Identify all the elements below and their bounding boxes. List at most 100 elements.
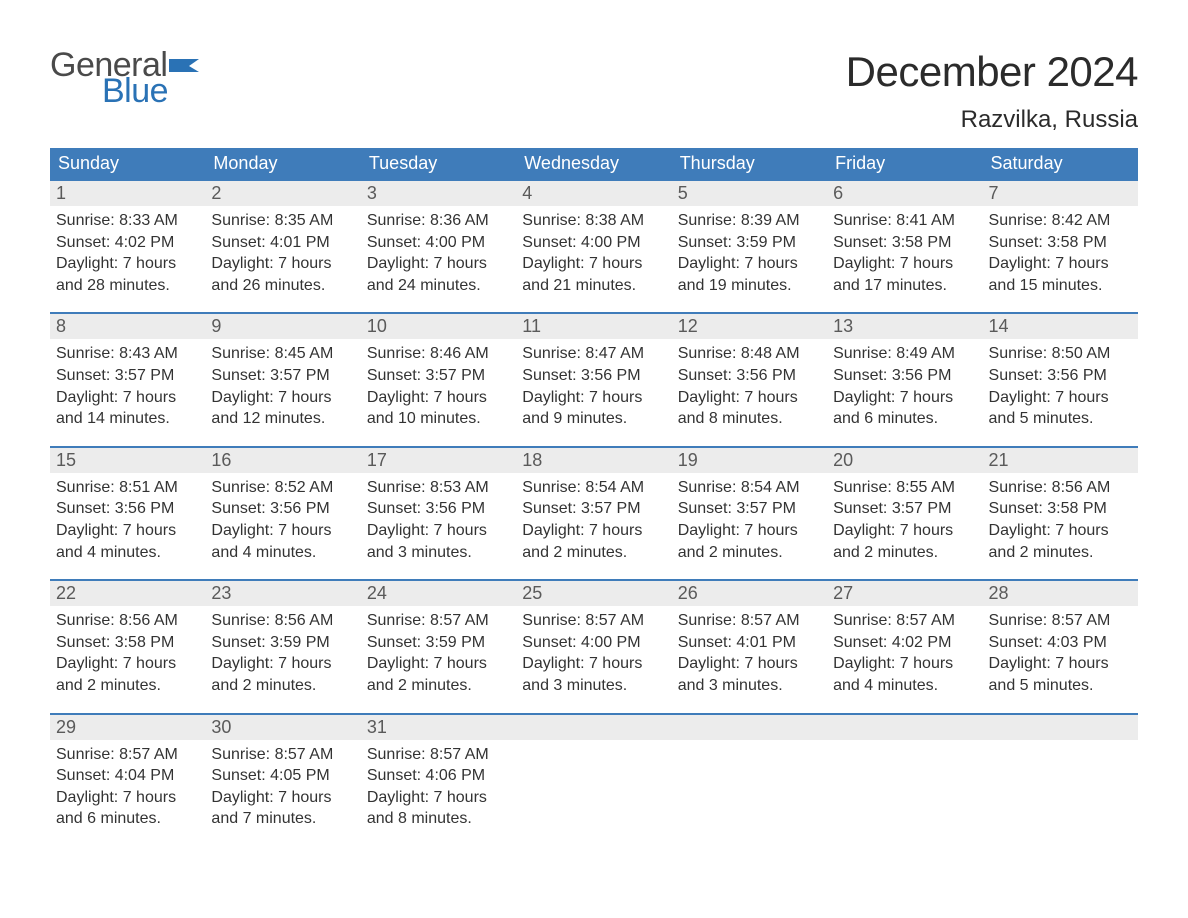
day-dl1: Daylight: 7 hours: [211, 253, 354, 275]
calendar-week: 15Sunrise: 8:51 AMSunset: 3:56 PMDayligh…: [50, 446, 1138, 579]
day-number: 24: [361, 581, 516, 606]
dow-friday: Friday: [827, 148, 982, 179]
calendar-day: 30Sunrise: 8:57 AMSunset: 4:05 PMDayligh…: [205, 715, 360, 834]
day-number: 12: [672, 314, 827, 339]
day-sunset: Sunset: 3:56 PM: [833, 365, 976, 387]
day-dl2: and 28 minutes.: [56, 275, 199, 297]
day-sunset: Sunset: 3:59 PM: [367, 632, 510, 654]
day-body: Sunrise: 8:43 AMSunset: 3:57 PMDaylight:…: [50, 339, 205, 433]
day-body: Sunrise: 8:52 AMSunset: 3:56 PMDaylight:…: [205, 473, 360, 567]
calendar-day: [983, 715, 1138, 834]
calendar-day: 29Sunrise: 8:57 AMSunset: 4:04 PMDayligh…: [50, 715, 205, 834]
day-sunset: Sunset: 3:56 PM: [678, 365, 821, 387]
day-sunrise: Sunrise: 8:57 AM: [56, 744, 199, 766]
day-dl2: and 24 minutes.: [367, 275, 510, 297]
day-body: Sunrise: 8:57 AMSunset: 4:03 PMDaylight:…: [983, 606, 1138, 700]
calendar-day: 2Sunrise: 8:35 AMSunset: 4:01 PMDaylight…: [205, 181, 360, 300]
day-sunrise: Sunrise: 8:45 AM: [211, 343, 354, 365]
day-dl2: and 9 minutes.: [522, 408, 665, 430]
day-number: 27: [827, 581, 982, 606]
day-dl2: and 4 minutes.: [833, 675, 976, 697]
day-sunset: Sunset: 4:01 PM: [211, 232, 354, 254]
day-sunset: Sunset: 4:04 PM: [56, 765, 199, 787]
page-root: General Blue December 2024 Razvilka, Rus…: [0, 0, 1188, 886]
day-number: 15: [50, 448, 205, 473]
day-body: Sunrise: 8:45 AMSunset: 3:57 PMDaylight:…: [205, 339, 360, 433]
day-body: Sunrise: 8:57 AMSunset: 4:05 PMDaylight:…: [205, 740, 360, 834]
day-number: 18: [516, 448, 671, 473]
day-number: 10: [361, 314, 516, 339]
day-sunset: Sunset: 3:59 PM: [678, 232, 821, 254]
day-dl1: Daylight: 7 hours: [211, 787, 354, 809]
brand-logo: General Blue: [50, 48, 199, 108]
day-number: 1: [50, 181, 205, 206]
day-dl2: and 8 minutes.: [367, 808, 510, 830]
day-dl2: and 4 minutes.: [211, 542, 354, 564]
calendar-day: [827, 715, 982, 834]
day-sunset: Sunset: 4:02 PM: [833, 632, 976, 654]
day-sunrise: Sunrise: 8:52 AM: [211, 477, 354, 499]
day-sunrise: Sunrise: 8:57 AM: [522, 610, 665, 632]
calendar-day: 22Sunrise: 8:56 AMSunset: 3:58 PMDayligh…: [50, 581, 205, 700]
day-body: Sunrise: 8:56 AMSunset: 3:58 PMDaylight:…: [983, 473, 1138, 567]
day-sunset: Sunset: 4:00 PM: [367, 232, 510, 254]
day-dl1: Daylight: 7 hours: [56, 253, 199, 275]
day-sunset: Sunset: 4:00 PM: [522, 232, 665, 254]
day-body: Sunrise: 8:41 AMSunset: 3:58 PMDaylight:…: [827, 206, 982, 300]
calendar-day: 17Sunrise: 8:53 AMSunset: 3:56 PMDayligh…: [361, 448, 516, 567]
day-number: 20: [827, 448, 982, 473]
day-sunset: Sunset: 3:57 PM: [211, 365, 354, 387]
day-dl2: and 2 minutes.: [833, 542, 976, 564]
day-sunrise: Sunrise: 8:51 AM: [56, 477, 199, 499]
day-dl1: Daylight: 7 hours: [522, 653, 665, 675]
day-dl2: and 3 minutes.: [367, 542, 510, 564]
day-body: Sunrise: 8:50 AMSunset: 3:56 PMDaylight:…: [983, 339, 1138, 433]
day-dl2: and 6 minutes.: [56, 808, 199, 830]
day-number: 16: [205, 448, 360, 473]
calendar-day: 9Sunrise: 8:45 AMSunset: 3:57 PMDaylight…: [205, 314, 360, 433]
day-number: 11: [516, 314, 671, 339]
day-number: 2: [205, 181, 360, 206]
calendar-day: 6Sunrise: 8:41 AMSunset: 3:58 PMDaylight…: [827, 181, 982, 300]
day-sunrise: Sunrise: 8:57 AM: [678, 610, 821, 632]
day-number: 7: [983, 181, 1138, 206]
calendar-day: 25Sunrise: 8:57 AMSunset: 4:00 PMDayligh…: [516, 581, 671, 700]
day-body: Sunrise: 8:38 AMSunset: 4:00 PMDaylight:…: [516, 206, 671, 300]
day-dl2: and 5 minutes.: [989, 675, 1132, 697]
day-sunset: Sunset: 4:01 PM: [678, 632, 821, 654]
day-body: [827, 740, 982, 748]
day-number: [672, 715, 827, 740]
day-sunrise: Sunrise: 8:42 AM: [989, 210, 1132, 232]
day-body: Sunrise: 8:39 AMSunset: 3:59 PMDaylight:…: [672, 206, 827, 300]
day-body: Sunrise: 8:54 AMSunset: 3:57 PMDaylight:…: [516, 473, 671, 567]
day-number: [827, 715, 982, 740]
calendar-day: 7Sunrise: 8:42 AMSunset: 3:58 PMDaylight…: [983, 181, 1138, 300]
day-body: Sunrise: 8:36 AMSunset: 4:00 PMDaylight:…: [361, 206, 516, 300]
day-sunrise: Sunrise: 8:55 AM: [833, 477, 976, 499]
day-sunrise: Sunrise: 8:49 AM: [833, 343, 976, 365]
day-sunset: Sunset: 4:00 PM: [522, 632, 665, 654]
calendar-day: 27Sunrise: 8:57 AMSunset: 4:02 PMDayligh…: [827, 581, 982, 700]
day-dl1: Daylight: 7 hours: [678, 387, 821, 409]
day-sunset: Sunset: 3:58 PM: [56, 632, 199, 654]
day-dl1: Daylight: 7 hours: [678, 520, 821, 542]
day-sunrise: Sunrise: 8:54 AM: [522, 477, 665, 499]
day-body: Sunrise: 8:49 AMSunset: 3:56 PMDaylight:…: [827, 339, 982, 433]
day-dl2: and 19 minutes.: [678, 275, 821, 297]
day-body: [983, 740, 1138, 748]
day-number: 29: [50, 715, 205, 740]
day-dl2: and 8 minutes.: [678, 408, 821, 430]
day-dl1: Daylight: 7 hours: [522, 253, 665, 275]
day-dl2: and 10 minutes.: [367, 408, 510, 430]
day-number: 9: [205, 314, 360, 339]
day-body: [672, 740, 827, 748]
day-dl1: Daylight: 7 hours: [833, 653, 976, 675]
day-sunrise: Sunrise: 8:54 AM: [678, 477, 821, 499]
day-sunset: Sunset: 4:02 PM: [56, 232, 199, 254]
day-number: 21: [983, 448, 1138, 473]
day-number: 13: [827, 314, 982, 339]
day-body: Sunrise: 8:54 AMSunset: 3:57 PMDaylight:…: [672, 473, 827, 567]
calendar-day: 24Sunrise: 8:57 AMSunset: 3:59 PMDayligh…: [361, 581, 516, 700]
day-of-week-header: Sunday Monday Tuesday Wednesday Thursday…: [50, 148, 1138, 179]
day-body: Sunrise: 8:56 AMSunset: 3:59 PMDaylight:…: [205, 606, 360, 700]
